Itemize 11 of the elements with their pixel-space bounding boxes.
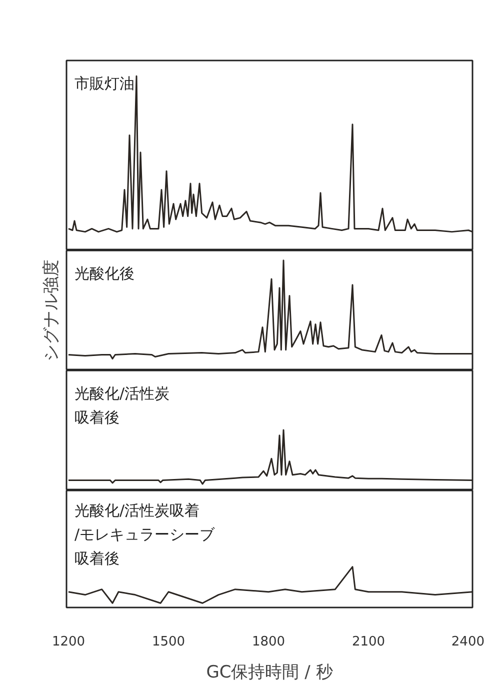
x-tick-label: 2100	[352, 634, 386, 650]
x-tick-label: 1500	[152, 634, 186, 650]
x-tick-label: 1800	[252, 634, 286, 650]
chart-title: 市販灯油	[74, 74, 134, 92]
chart-title: 光酸化/活性炭吸着/モレキュラーシーブ吸着後	[74, 502, 216, 568]
chart-title: 光酸化後	[74, 264, 134, 282]
y-axis-title: シグナル強度	[42, 260, 62, 362]
x-axis-title: GC保持時間 / 秒	[206, 662, 333, 682]
chart-title: 光酸化/活性炭吸着後	[74, 384, 170, 426]
x-tick-label: 2400	[451, 634, 484, 650]
x-tick-label: 1200	[52, 634, 86, 650]
